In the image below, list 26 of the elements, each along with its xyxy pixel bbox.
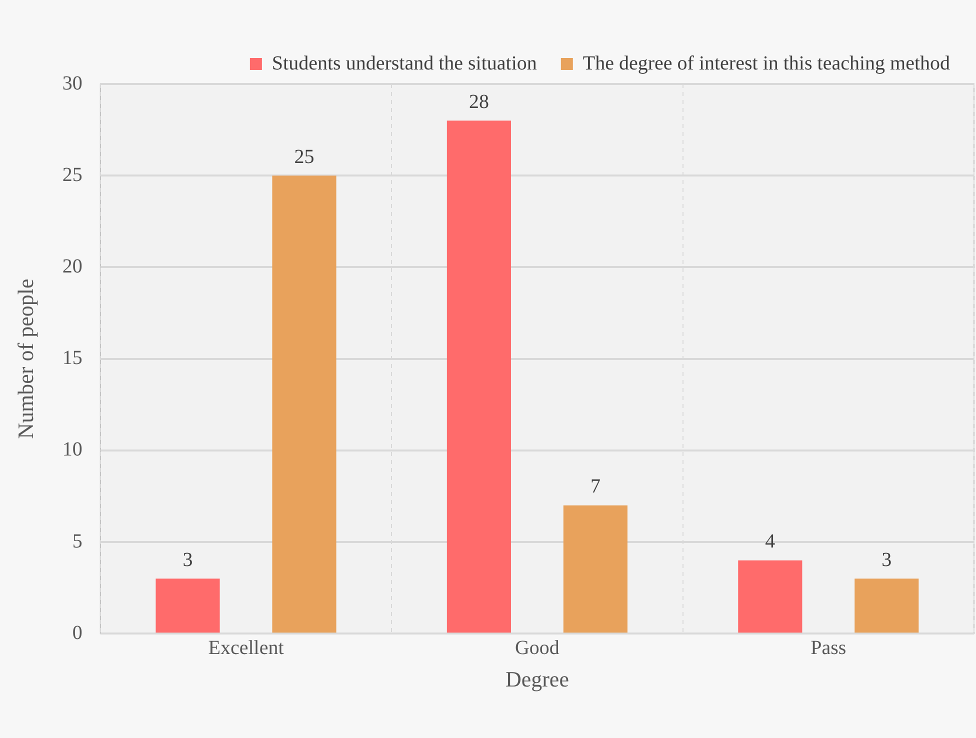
y-axis-title: Number of people bbox=[12, 278, 38, 439]
x-tick-label: Good bbox=[514, 636, 560, 659]
x-axis-title: Degree bbox=[505, 666, 569, 692]
data-label: 7 bbox=[590, 476, 600, 498]
y-tick-label: 15 bbox=[62, 347, 82, 370]
data-label: 3 bbox=[882, 548, 892, 571]
y-tick-label: 30 bbox=[62, 72, 82, 94]
bar bbox=[272, 176, 336, 633]
data-label: 3 bbox=[182, 548, 193, 571]
y-tick-label: 25 bbox=[62, 164, 82, 186]
bar bbox=[738, 560, 802, 633]
data-label: 25 bbox=[294, 146, 314, 168]
y-tick-label: 5 bbox=[72, 530, 82, 552]
x-tick-label: Excellent bbox=[208, 636, 284, 659]
y-tick-label: 0 bbox=[72, 622, 82, 644]
y-tick-label: 10 bbox=[62, 438, 82, 461]
data-label: 28 bbox=[468, 90, 489, 113]
data-label: 4 bbox=[765, 530, 776, 553]
y-tick-label: 20 bbox=[62, 255, 82, 278]
legend-label: Students understand the situation bbox=[272, 52, 537, 74]
bar bbox=[156, 578, 220, 633]
bar bbox=[563, 505, 628, 633]
legend-label: The degree of interest in this teaching method bbox=[582, 52, 950, 74]
x-tick-label: Pass bbox=[810, 636, 846, 659]
bar bbox=[854, 578, 919, 633]
bar bbox=[446, 120, 511, 633]
